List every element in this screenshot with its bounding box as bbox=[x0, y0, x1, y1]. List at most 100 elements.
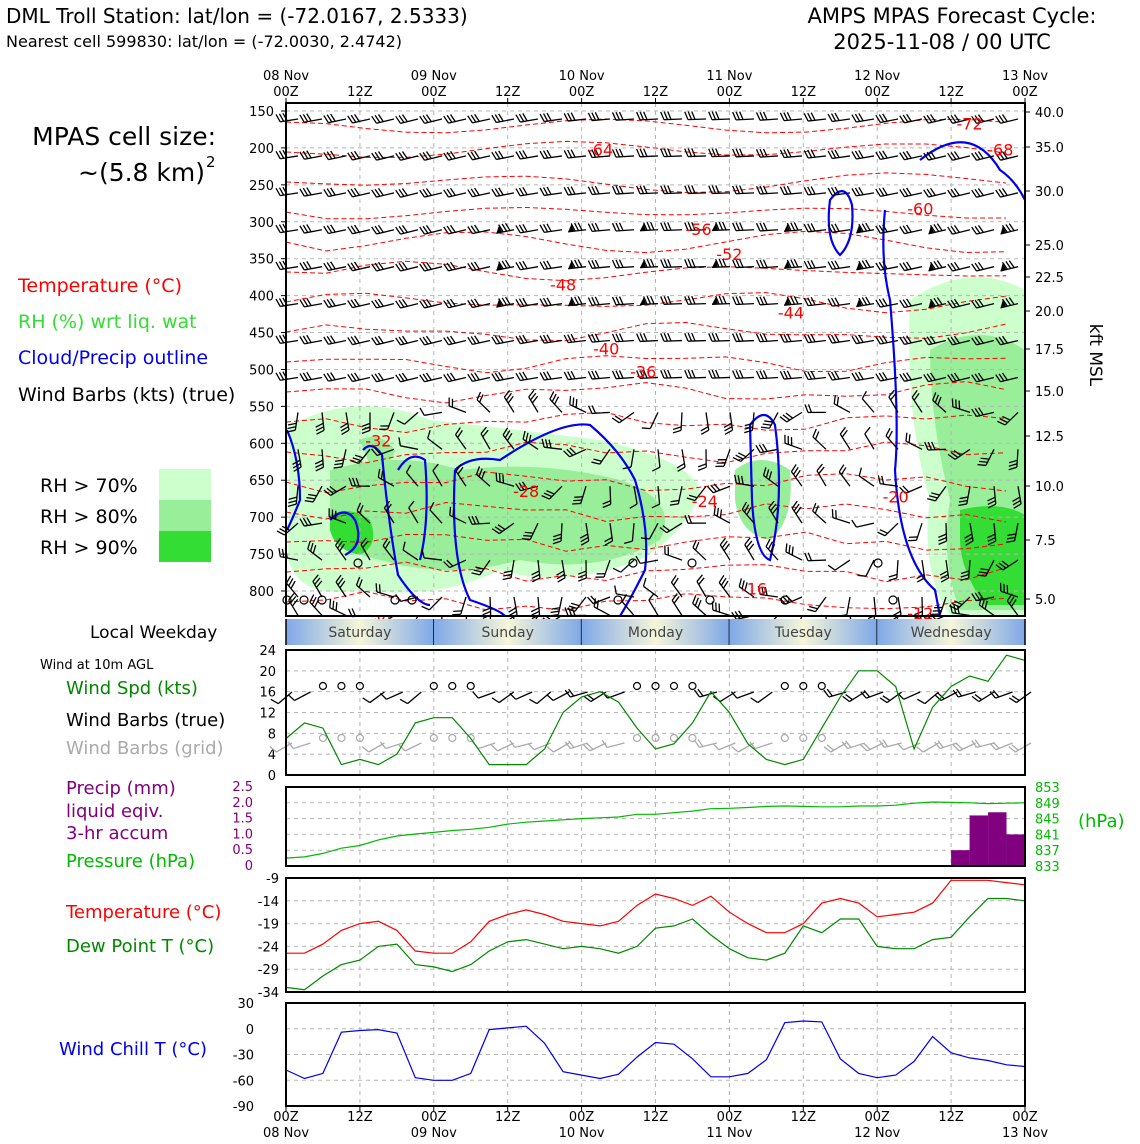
precip-label: Precip (mm) bbox=[66, 778, 176, 799]
pressure-tick-label: 400 bbox=[249, 290, 274, 305]
wind-barb bbox=[972, 185, 994, 198]
legend-barbs: Wind Barbs (kts) (true) bbox=[18, 384, 235, 406]
wind-barb bbox=[567, 259, 586, 269]
wind-barb bbox=[492, 333, 514, 345]
wind-barb bbox=[584, 736, 606, 752]
wind-barb bbox=[722, 412, 733, 434]
wind-barb bbox=[641, 578, 663, 597]
wind-barb bbox=[550, 595, 562, 617]
top-hour-label: 00Z bbox=[717, 85, 743, 100]
calm-circle bbox=[889, 596, 897, 604]
wind-barb bbox=[372, 370, 394, 383]
wind-barb bbox=[516, 333, 538, 344]
wind-barb bbox=[733, 296, 754, 305]
isotherm-label: -48 bbox=[550, 275, 576, 294]
wind-barb bbox=[564, 185, 586, 195]
wind-chill-tick-label: -30 bbox=[233, 1049, 254, 1064]
top-day-label: 09 Nov bbox=[411, 69, 457, 84]
top-day-label: 11 Nov bbox=[706, 69, 752, 84]
wind-barb bbox=[495, 259, 514, 270]
wind-barb bbox=[661, 259, 682, 268]
wind-barb bbox=[662, 546, 684, 561]
wind-barb bbox=[695, 575, 712, 597]
kft-tick-label: 7.5 bbox=[1035, 534, 1056, 549]
wind-barb bbox=[602, 735, 624, 748]
cloud-outline bbox=[829, 191, 853, 255]
wind-barb bbox=[613, 259, 634, 268]
pressure-tick-label: 250 bbox=[249, 179, 274, 194]
wind-barb bbox=[661, 333, 682, 342]
cycle-title: AMPS MPAS Forecast Cycle: bbox=[808, 4, 1097, 28]
wind-chill-tick-label: 0 bbox=[246, 1023, 254, 1038]
isotherm bbox=[286, 591, 1006, 610]
wind-barb bbox=[422, 591, 442, 612]
wind-barb bbox=[612, 406, 634, 425]
pressure-tick-label: 350 bbox=[249, 253, 274, 268]
wind-chill-label: Wind Chill T (°C) bbox=[59, 1039, 207, 1060]
wind-barb bbox=[567, 222, 586, 232]
calm-circle-true bbox=[689, 683, 696, 690]
precip-liquid-label: liquid eqiv. bbox=[66, 801, 163, 822]
wind-barb bbox=[855, 222, 874, 233]
bottom-hour-label: 12Z bbox=[347, 1110, 373, 1125]
pressure-tick-label: 500 bbox=[249, 363, 274, 378]
top-hour-label: 12Z bbox=[347, 85, 373, 100]
top-day-label: 12 Nov bbox=[854, 69, 900, 84]
wind-barb bbox=[324, 370, 346, 382]
wind-barb bbox=[613, 222, 634, 231]
wind-barb bbox=[690, 595, 711, 615]
wind-barb bbox=[791, 501, 809, 523]
bottom-day-label: 10 Nov bbox=[559, 1126, 605, 1140]
rh-swatch-90 bbox=[159, 531, 211, 562]
wind-barb bbox=[804, 259, 826, 269]
kft-msl-label: kft MSL bbox=[1085, 324, 1105, 387]
wind-barb bbox=[876, 111, 898, 123]
wind-barb bbox=[540, 222, 562, 233]
wind-barb bbox=[999, 222, 1018, 234]
wind-barb bbox=[324, 185, 346, 197]
wind-barb bbox=[811, 429, 832, 449]
wind-barb bbox=[492, 185, 514, 197]
top-hour-label: 12Z bbox=[791, 85, 817, 100]
wind-barb bbox=[324, 296, 346, 308]
wind-barb bbox=[879, 735, 901, 748]
wind-barb bbox=[516, 111, 538, 122]
wind-barb bbox=[300, 222, 322, 234]
wind-barb bbox=[750, 735, 772, 749]
precip-tick-label: 2.5 bbox=[232, 780, 253, 795]
wind-barb bbox=[276, 333, 298, 344]
bottom-day-label: 12 Nov bbox=[854, 1126, 900, 1140]
wind-barb bbox=[564, 370, 586, 380]
rh-shading bbox=[735, 460, 791, 540]
isotherm-label: -44 bbox=[778, 304, 804, 323]
wind-barb bbox=[396, 259, 418, 272]
wind-barb bbox=[783, 222, 802, 232]
kft-tick-label: 40.0 bbox=[1035, 106, 1064, 121]
wind-barb bbox=[588, 185, 610, 195]
wind-barb bbox=[709, 333, 730, 342]
pressure-tick-label: 200 bbox=[249, 142, 274, 157]
wind-10m-label: Wind at 10m AGL bbox=[40, 658, 154, 673]
wind-barb bbox=[805, 552, 826, 561]
precip-tick-label: 1.5 bbox=[232, 812, 253, 827]
wind-barb bbox=[900, 111, 922, 123]
wind-barb bbox=[324, 111, 346, 123]
wind-barb bbox=[990, 736, 1012, 751]
wind-barb bbox=[396, 222, 418, 235]
wind-barb bbox=[348, 370, 370, 383]
wind-barb bbox=[757, 111, 778, 120]
bottom-hour-label: 12Z bbox=[938, 1110, 964, 1125]
wind-barb bbox=[324, 222, 346, 234]
weekday-label: Tuesday bbox=[774, 625, 832, 641]
wind-barb bbox=[564, 148, 586, 158]
wind-barb bbox=[420, 333, 442, 346]
top-hour-label: 12Z bbox=[643, 85, 669, 100]
wind-barb bbox=[348, 111, 370, 124]
wind-barb bbox=[685, 111, 706, 120]
precip-tick-label: 0.5 bbox=[232, 843, 253, 858]
wind-barb bbox=[324, 259, 346, 271]
top-hour-label: 00Z bbox=[273, 85, 299, 100]
isotherm bbox=[286, 208, 1006, 219]
wind-barb bbox=[300, 333, 322, 345]
